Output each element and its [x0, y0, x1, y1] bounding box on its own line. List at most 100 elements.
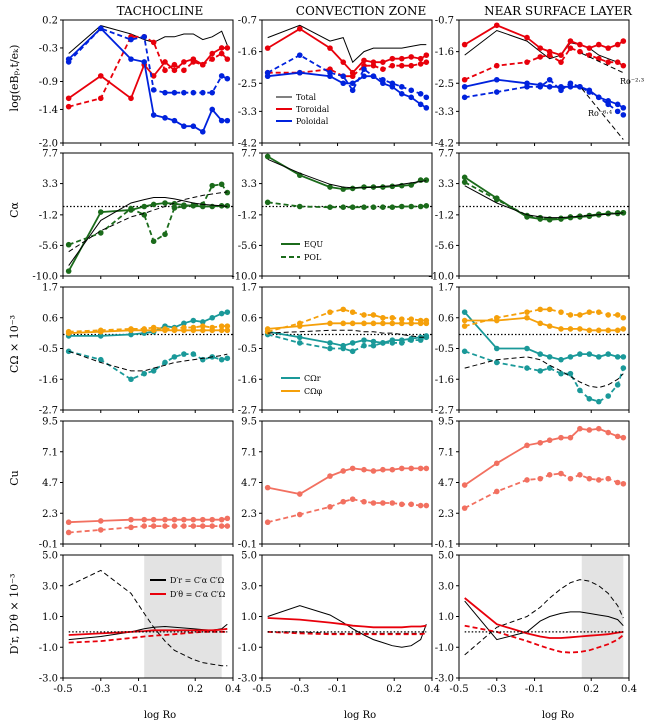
data-point [97, 25, 104, 32]
data-point [417, 101, 424, 108]
data-point [296, 52, 303, 58]
data-point [141, 516, 148, 523]
data-point [199, 523, 206, 529]
data-point [370, 73, 377, 80]
data-point [380, 314, 386, 321]
data-point [614, 479, 621, 486]
data-point [614, 101, 621, 108]
data-point [408, 465, 415, 472]
data-point [537, 439, 544, 446]
data-point [461, 309, 468, 315]
y-tick-label: 3.3 [42, 179, 58, 190]
data-point [558, 87, 564, 94]
panel-r0-c0: 0.2 -0.3 -0.9 -1.4 -2.0 [39, 16, 234, 150]
plot-frame [458, 286, 630, 411]
data-point [380, 66, 386, 72]
data-point [537, 475, 544, 482]
data-point [408, 54, 415, 60]
data-point [620, 354, 627, 360]
data-point [327, 320, 333, 327]
data-point [577, 41, 583, 48]
y-tick-label: -2.7 [238, 406, 257, 417]
data-point [558, 215, 564, 222]
data-point [417, 317, 424, 324]
data-point [546, 306, 553, 313]
data-point [408, 320, 415, 327]
data-point [614, 327, 621, 334]
ylabel-dynamo-number: D′r, D′θ × 10⁻³ [8, 574, 21, 655]
data-point [65, 348, 72, 355]
data-point [546, 323, 553, 329]
plot-frame [62, 286, 234, 411]
data-point [461, 83, 468, 90]
y-tick-label: 9.5 [438, 417, 454, 428]
series-line-pol-fit [68, 191, 228, 253]
data-point [224, 327, 231, 334]
data-point [349, 80, 356, 87]
legend-label-pol: POL [304, 253, 322, 262]
data-point [398, 501, 405, 508]
data-point [190, 516, 197, 523]
data-point [97, 327, 104, 334]
y-tick-label: 1.7 [42, 283, 58, 294]
data-point [209, 50, 216, 57]
y-tick-label: 0.6 [42, 313, 58, 324]
data-point [349, 185, 356, 192]
y-tick-label: 4.7 [42, 478, 58, 489]
y-tick-label: 2.3 [241, 509, 257, 520]
ylabel-c-omega: CΩ × 10⁻³ [8, 315, 21, 373]
series-line-d-solid [267, 617, 427, 629]
data-point [461, 348, 468, 355]
y-tick-label: -5.6 [435, 241, 454, 252]
data-point [349, 309, 356, 315]
data-point [370, 342, 377, 349]
data-point [423, 94, 430, 101]
x-tick-label: -0.5 [252, 684, 271, 695]
panel-r4-c1: 5.0 3.0 1.0 -1.0 -3.0-0.5 -0.3 -0.1 0.2 0.4 [238, 551, 440, 696]
data-point [586, 45, 593, 51]
plot-frame [261, 152, 433, 277]
y-tick-label: 1.0 [241, 612, 257, 623]
y-tick-label: -4.2 [238, 139, 257, 150]
data-point [524, 345, 530, 352]
series-line-c-r-dashed [68, 350, 228, 381]
data-point [171, 326, 178, 332]
data-point [162, 115, 168, 121]
plot-frame [62, 152, 234, 277]
data-point [150, 523, 157, 529]
y-tick-label: -10.0 [32, 272, 58, 283]
data-point [97, 527, 104, 533]
data-point [546, 437, 553, 444]
series-line-toroidal-solid [464, 24, 624, 57]
data-point [577, 351, 583, 357]
data-point [577, 425, 583, 432]
data-point [199, 327, 206, 334]
data-point [128, 95, 134, 102]
data-point [264, 69, 271, 76]
y-tick-label: 0.6 [438, 313, 454, 324]
data-point [218, 323, 225, 329]
x-tick-label: 0.2 [583, 684, 599, 695]
data-point [361, 342, 367, 349]
y-tick-label: -1.6 [39, 375, 58, 386]
y-tick-label: 4.7 [438, 478, 454, 489]
legend-label-poloidal: Poloidal [296, 117, 329, 126]
data-point [614, 59, 621, 65]
y-tick-label: -0.9 [39, 77, 58, 88]
y-tick-label: 1.7 [241, 283, 257, 294]
legend-energy: Total Toroidal Poloidal [276, 93, 330, 126]
data-point [209, 182, 216, 189]
data-point [380, 466, 386, 473]
data-point [162, 89, 168, 96]
y-tick-label: -0.5 [39, 344, 58, 355]
y-tick-label: -2.7 [39, 406, 58, 417]
data-point [181, 59, 187, 65]
y-tick-label: 0.2 [42, 16, 58, 27]
data-point [389, 314, 396, 321]
panel-r2-c0: 1.7 0.6 -0.5 -1.6 -2.7 [39, 283, 234, 417]
data-point [620, 314, 627, 321]
data-point [141, 59, 148, 65]
data-point [577, 387, 583, 394]
data-point [361, 73, 367, 80]
data-point [605, 210, 612, 217]
